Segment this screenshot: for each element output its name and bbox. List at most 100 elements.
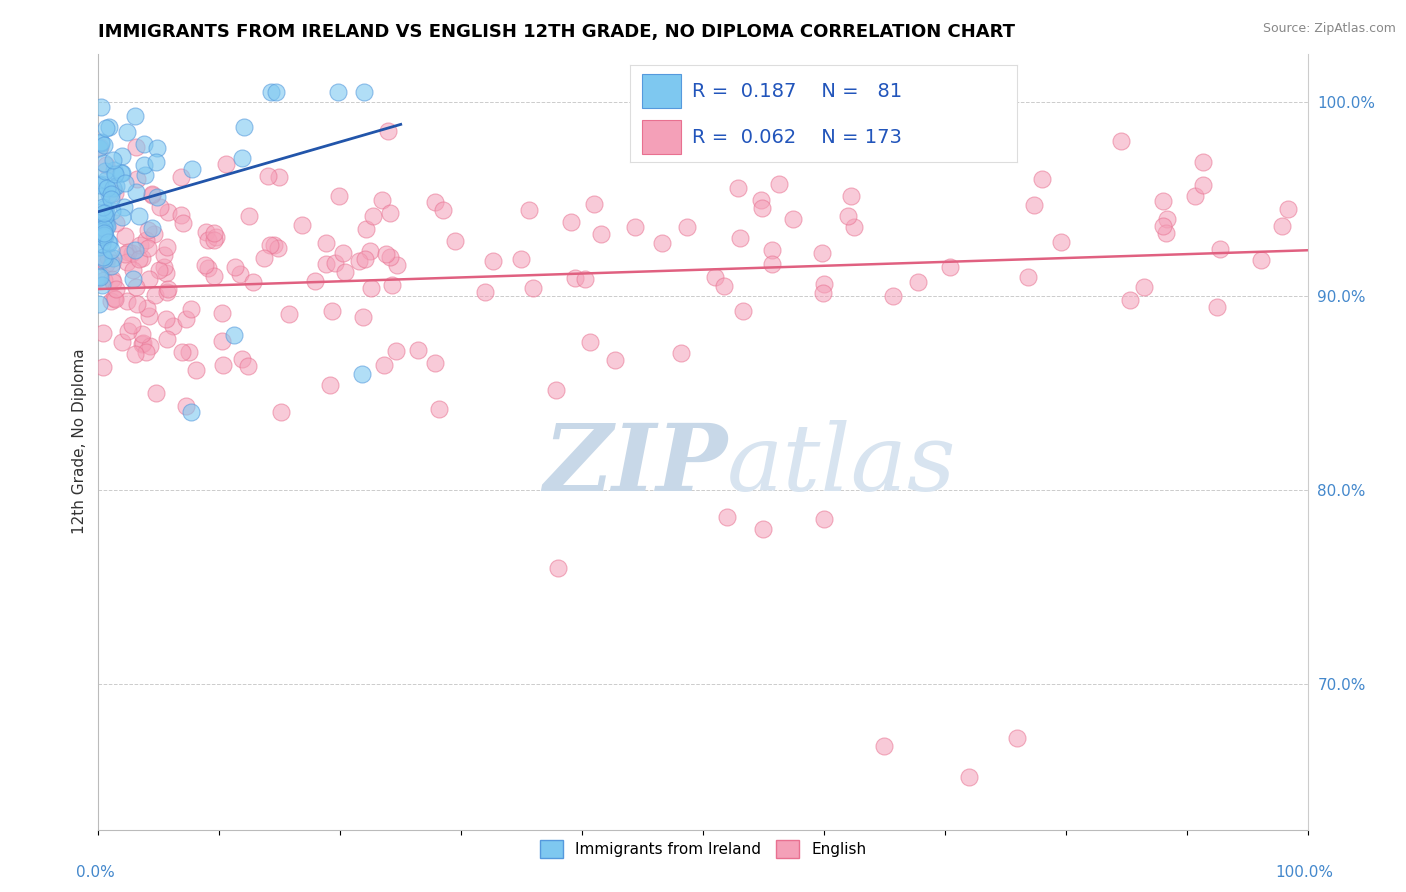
Point [373,358,395,372]
Point [114,176,136,190]
Point [907,276,929,290]
Point [574,272,596,286]
Point [90,136,112,150]
Point [727,181,749,195]
Point [353,86,375,100]
Point [169,208,191,222]
Point [375,247,398,261]
Point [156,332,179,346]
Point [1132,280,1154,294]
Point [1152,219,1174,234]
Point [91,201,114,215]
Point [474,285,496,299]
Point [231,151,253,165]
Point [105,216,128,230]
Point [176,399,198,413]
Point [1017,270,1039,285]
Point [197,233,219,247]
Point [768,177,790,191]
Point [321,304,343,318]
Point [136,301,159,315]
Point [837,210,859,224]
Point [146,189,169,203]
Point [91,278,114,293]
Point [155,312,177,326]
Point [882,289,904,303]
Point [98,186,121,201]
Point [842,219,865,234]
Point [117,293,139,308]
Point [380,206,402,220]
Point [1205,300,1227,314]
Point [127,296,149,310]
Point [93,221,115,235]
Point [100,243,122,257]
Point [149,200,172,214]
Point [153,248,176,262]
Point [170,169,193,184]
Point [377,124,399,138]
Point [751,201,773,215]
Point [131,252,153,266]
Point [90,220,112,235]
Point [347,253,370,268]
Point [589,227,612,242]
Point [603,352,626,367]
Point [257,169,280,184]
Point [1277,202,1299,216]
Point [134,136,156,151]
Point [90,135,112,149]
Point [87,297,110,311]
Point [172,345,194,359]
Point [359,244,381,258]
Point [141,187,163,202]
Point [1152,194,1174,209]
Point [432,202,454,217]
Point [242,276,264,290]
Point [91,224,114,238]
Point [713,278,735,293]
Point [510,252,533,266]
Point [125,280,148,294]
Point [93,226,115,240]
Point [117,324,139,338]
Point [423,194,446,209]
Point [156,239,179,253]
Point [939,260,962,275]
Point [278,307,301,321]
Point [564,270,586,285]
Point [222,327,245,342]
Point [180,405,202,419]
Point [110,165,132,179]
Point [304,274,326,288]
Point [143,227,166,242]
Point [94,164,117,178]
Point [1156,226,1178,240]
Text: Source: ZipAtlas.com: Source: ZipAtlas.com [1263,22,1396,36]
Point [1192,154,1215,169]
Point [517,203,540,218]
Point [94,257,117,271]
Point [127,171,149,186]
Point [93,156,115,170]
Point [733,119,755,133]
Point [97,120,120,134]
Point [90,177,112,191]
Point [328,189,350,203]
Point [195,225,218,239]
Point [94,219,117,234]
Point [135,344,157,359]
Point [93,252,115,266]
Point [145,386,167,401]
Point [676,219,699,234]
Point [87,240,110,254]
Point [231,352,253,367]
Point [101,256,124,270]
Point [1007,731,1029,746]
Point [98,235,121,250]
Point [101,204,124,219]
Point [385,258,408,272]
Point [873,739,896,753]
Point [266,241,288,255]
Point [138,309,160,323]
